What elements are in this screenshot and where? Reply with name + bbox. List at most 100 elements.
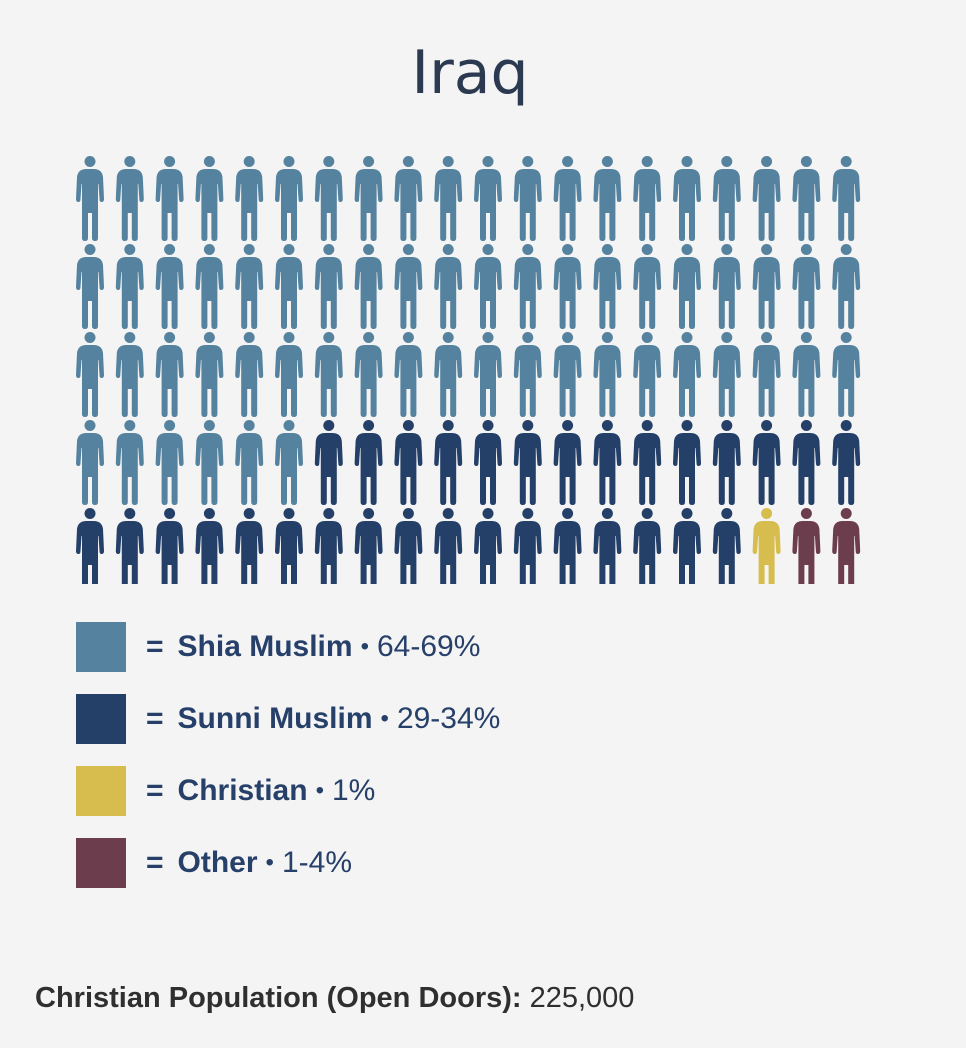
person-icon xyxy=(752,332,781,417)
footer-label: Christian Population (Open Doors): xyxy=(35,982,522,1014)
legend-label: Shia Muslim xyxy=(177,630,353,663)
person-icon xyxy=(394,332,423,417)
person-icon xyxy=(712,508,741,584)
legend-percent: 1-4% xyxy=(281,846,352,879)
legend-equals: = xyxy=(146,702,164,735)
person-icon xyxy=(394,156,423,241)
person-icon xyxy=(673,420,701,505)
person-icon xyxy=(314,508,343,584)
person-icon xyxy=(474,244,502,329)
legend-swatch xyxy=(76,838,126,888)
person-icon xyxy=(115,508,144,584)
person-icon xyxy=(354,508,383,584)
person-icon xyxy=(195,332,224,417)
person-icon xyxy=(593,244,622,329)
person-icon xyxy=(394,508,423,584)
person-icon xyxy=(235,244,264,329)
legend-swatch xyxy=(76,766,126,816)
person-icon xyxy=(275,332,303,417)
legend-label: Sunni Muslim xyxy=(177,702,373,735)
person-icon xyxy=(155,244,184,329)
person-icon xyxy=(354,332,383,417)
person-icon xyxy=(553,332,582,417)
person-icon xyxy=(76,420,104,505)
person-icon xyxy=(712,244,741,329)
person-icon xyxy=(593,332,622,417)
person-icon xyxy=(792,420,821,505)
person-icon xyxy=(513,420,542,505)
person-icon xyxy=(354,420,383,505)
person-icon xyxy=(832,420,861,505)
person-icon xyxy=(832,244,861,329)
person-icon xyxy=(76,244,104,329)
person-icon xyxy=(513,508,542,584)
person-icon xyxy=(712,156,741,241)
person-icon xyxy=(434,508,463,584)
person-icon xyxy=(752,420,781,505)
person-icon xyxy=(553,508,582,584)
person-icon xyxy=(195,156,224,241)
person-icon xyxy=(314,332,343,417)
person-icon xyxy=(394,244,423,329)
legend-percent: 1% xyxy=(331,774,376,807)
person-icon xyxy=(235,332,264,417)
person-icon xyxy=(434,420,463,505)
pictogram-svg xyxy=(76,156,861,584)
person-icon xyxy=(752,156,781,241)
person-icon xyxy=(235,156,264,241)
christian-population-note: Christian Population (Open Doors): 225,0… xyxy=(35,982,634,1015)
person-icon xyxy=(593,508,622,584)
person-icon xyxy=(553,244,582,329)
person-icon xyxy=(235,420,264,505)
person-icon xyxy=(76,332,104,417)
person-icon xyxy=(434,332,463,417)
person-icon xyxy=(474,508,502,584)
person-icon xyxy=(434,244,463,329)
legend-equals: = xyxy=(146,630,164,663)
person-icon xyxy=(633,332,662,417)
legend-label: Other xyxy=(177,846,258,879)
person-icon xyxy=(712,420,741,505)
person-icon xyxy=(633,156,662,241)
person-icon xyxy=(195,420,224,505)
person-icon xyxy=(712,332,741,417)
person-icon xyxy=(673,244,701,329)
person-icon xyxy=(513,156,542,241)
person-icon xyxy=(513,244,542,329)
person-icon xyxy=(275,156,303,241)
person-icon xyxy=(553,420,582,505)
person-icon xyxy=(792,156,821,241)
person-icon xyxy=(354,244,383,329)
person-icon xyxy=(832,156,861,241)
person-icon xyxy=(553,156,582,241)
legend-percent: 29-34% xyxy=(396,702,501,735)
person-icon xyxy=(275,508,303,584)
person-icon xyxy=(832,508,861,584)
legend-label: Christian xyxy=(177,774,308,807)
person-icon xyxy=(155,508,184,584)
person-icon xyxy=(195,244,224,329)
person-icon xyxy=(593,156,622,241)
person-icon xyxy=(593,420,622,505)
person-icon xyxy=(513,332,542,417)
footer-value: 225,000 xyxy=(529,982,635,1014)
person-icon xyxy=(155,332,184,417)
person-icon xyxy=(314,244,343,329)
person-icon xyxy=(76,156,104,241)
legend-item-christian: = Christian • 1% xyxy=(76,766,500,816)
person-icon xyxy=(792,508,821,584)
person-icon xyxy=(633,420,662,505)
person-icon xyxy=(115,332,144,417)
person-icon xyxy=(235,508,264,584)
person-icon xyxy=(633,508,662,584)
person-icon xyxy=(633,244,662,329)
person-icon xyxy=(792,332,821,417)
legend-swatch xyxy=(76,694,126,744)
person-icon xyxy=(275,244,303,329)
person-icon xyxy=(792,244,821,329)
person-icon xyxy=(275,420,303,505)
person-icon xyxy=(195,508,224,584)
person-icon xyxy=(76,508,104,584)
pictogram-grid xyxy=(72,152,872,584)
legend-swatch xyxy=(76,622,126,672)
